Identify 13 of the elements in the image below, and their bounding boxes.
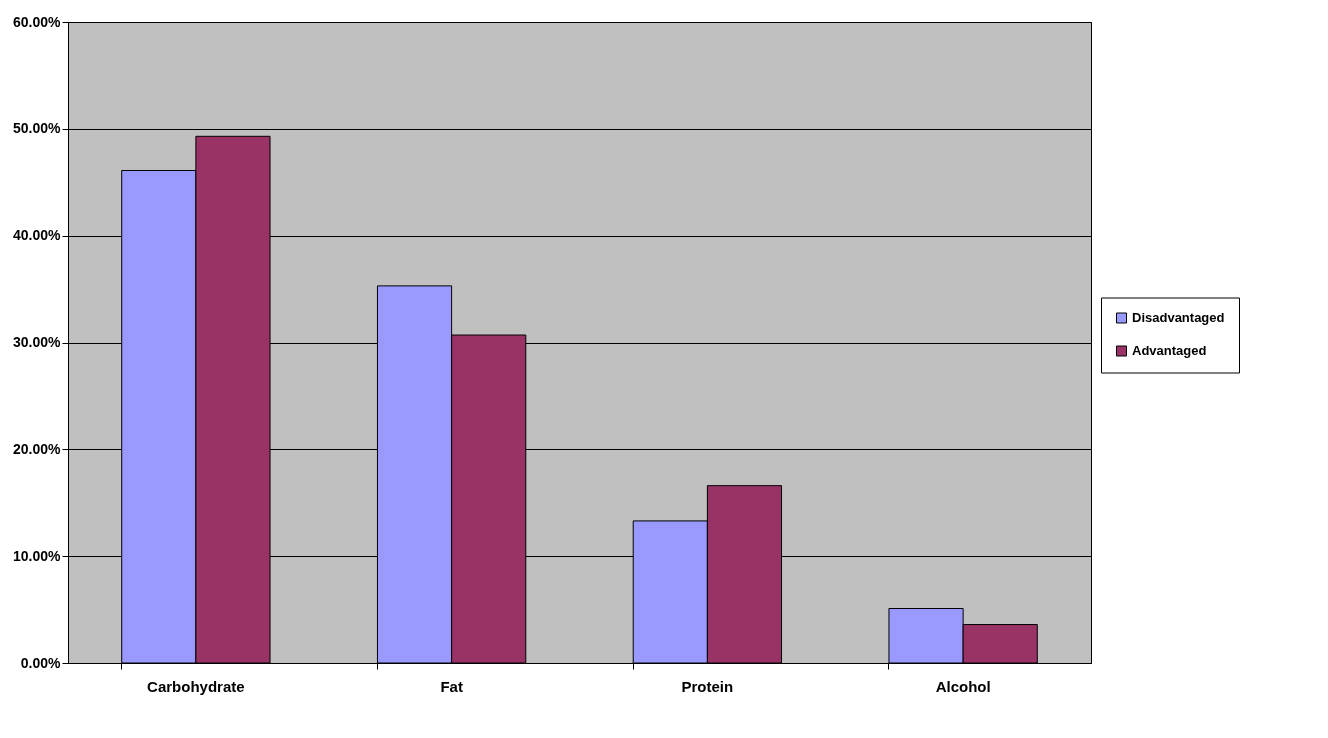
x-tick-label: Fat (440, 677, 463, 695)
y-tick-label: 60.00% (13, 13, 62, 30)
y-tick-label: 0.00% (20, 654, 62, 671)
legend-label: Advantaged (1132, 343, 1207, 358)
x-tick-label: Carbohydrate (147, 677, 245, 695)
y-tick-label: 40.00% (13, 227, 62, 244)
x-tick-label: Alcohol (935, 677, 991, 695)
x-tick-label: Protein (681, 677, 734, 695)
y-tick-label: 50.00% (13, 120, 62, 137)
y-tick-label: 30.00% (13, 334, 62, 350)
y-tick-label: 20.00% (13, 440, 62, 457)
y-tick-label: 10.00% (13, 547, 62, 564)
legend-label: Disadvantaged (1132, 310, 1225, 325)
